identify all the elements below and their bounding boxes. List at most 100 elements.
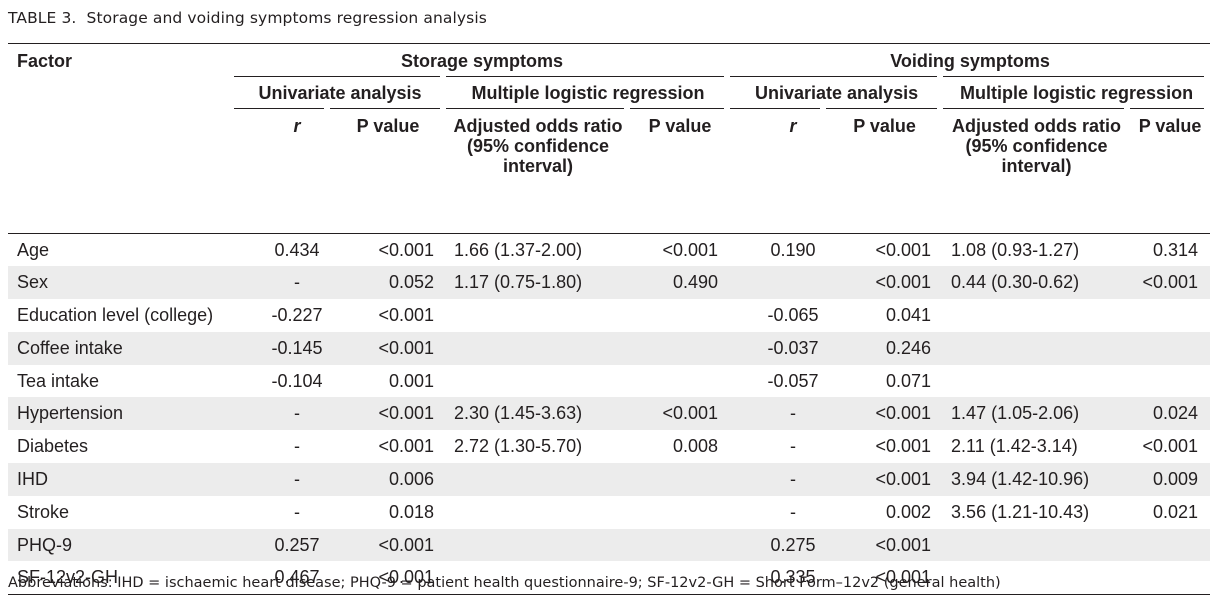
storage-or-cell <box>446 299 630 332</box>
storage-or-p-header: P value <box>630 107 730 234</box>
storage-or-p-cell <box>630 365 730 398</box>
voiding-or-cell <box>943 528 1131 562</box>
voiding-r-cell: 0.190 <box>770 240 816 260</box>
voiding-r-cell: - <box>790 501 797 522</box>
table-row: Stroke - 0.018 - 0.002 3.56 (1.21-10.43)… <box>8 496 1210 529</box>
voiding-r-header: r <box>730 107 826 234</box>
voiding-or-p-cell <box>1130 299 1210 332</box>
regression-table: Factor Storage symptoms Voiding symptoms… <box>8 43 1211 595</box>
voiding-or-p-cell: <0.001 <box>1142 436 1199 457</box>
factor-cell: Tea intake <box>17 370 100 391</box>
table-row: IHD - 0.006 - <0.001 3.94 (1.42-10.96) 0… <box>8 463 1211 496</box>
storage-symptoms-header: Storage symptoms <box>401 51 564 71</box>
voiding-p-cell: 0.071 <box>886 370 932 391</box>
voiding-r-cell: -0.065 <box>767 305 819 326</box>
factor-cell: Hypertension <box>8 397 234 431</box>
storage-r-cell: 0.467 <box>234 561 330 595</box>
storage-p-cell: <0.001 <box>378 240 434 260</box>
voiding-multiple-header: Multiple logistic regression <box>943 75 1210 108</box>
storage-p-cell: <0.001 <box>330 331 446 365</box>
storage-p-cell: 0.006 <box>330 463 446 496</box>
factor-cell: Age <box>17 240 50 260</box>
storage-p-cell: <0.001 <box>378 305 434 326</box>
factor-header: Factor <box>17 51 73 71</box>
voiding-p-cell: <0.001 <box>875 436 932 457</box>
storage-or-cell <box>446 463 630 496</box>
storage-p-cell: <0.001 <box>378 436 434 457</box>
storage-or-cell <box>446 365 630 398</box>
storage-r-cell: -0.227 <box>271 305 323 326</box>
voiding-p-cell: <0.001 <box>826 528 944 562</box>
voiding-p-cell: <0.001 <box>826 266 944 300</box>
voiding-univariate-header: Univariate analysis <box>730 75 943 108</box>
factor-cell: Sex <box>8 266 234 300</box>
header-row-columns: r P value Adjusted odds ratio (95% confi… <box>8 107 1211 234</box>
storage-or-cell <box>446 528 630 562</box>
voiding-or-p-cell <box>1130 331 1211 365</box>
storage-r-cell: - <box>294 436 300 457</box>
voiding-r-cell: 0.335 <box>730 561 827 595</box>
voiding-or-p-header: P value <box>1130 107 1210 234</box>
storage-r-cell: -0.104 <box>271 370 323 391</box>
storage-p-cell: <0.001 <box>330 561 446 595</box>
voiding-or-p-cell <box>1130 365 1210 398</box>
storage-p-cell: <0.001 <box>330 397 446 431</box>
voiding-or-p-cell: 0.009 <box>1130 463 1211 496</box>
voiding-p-cell: 0.041 <box>886 305 932 326</box>
table-row: Age 0.434 <0.001 1.66 (1.37-2.00) <0.001… <box>8 234 1210 267</box>
voiding-r-cell: -0.037 <box>730 331 827 365</box>
voiding-r-cell: 0.275 <box>730 528 827 562</box>
voiding-or-cell: 2.11 (1.42-3.14) <box>951 436 1078 457</box>
storage-or-cell: 2.30 (1.45-3.63) <box>446 397 630 431</box>
table-row: Education level (college) -0.227 <0.001 … <box>8 299 1210 332</box>
voiding-or-p-cell: 0.314 <box>1153 240 1199 260</box>
table-number: TABLE 3. <box>8 9 77 27</box>
storage-r-header: r <box>234 107 330 234</box>
voiding-or-p-cell: 0.024 <box>1130 397 1211 431</box>
voiding-or-cell: 3.56 (1.21-10.43) <box>951 501 1090 522</box>
voiding-p-cell: <0.001 <box>826 463 944 496</box>
voiding-r-cell: -0.057 <box>767 370 819 391</box>
storage-p-cell: 0.052 <box>330 266 446 300</box>
storage-p-cell: 0.001 <box>388 370 434 391</box>
storage-or-p-cell <box>630 331 731 365</box>
voiding-p-cell: <0.001 <box>826 561 944 595</box>
storage-p-cell: 0.018 <box>388 501 434 522</box>
storage-or-cell: 2.72 (1.30-5.70) <box>454 436 583 457</box>
storage-r-cell: - <box>234 397 330 431</box>
storage-or-p-cell <box>630 528 731 562</box>
storage-or-p-cell: 0.008 <box>673 436 719 457</box>
voiding-or-cell <box>943 561 1131 595</box>
storage-or-header: Adjusted odds ratio (95% confidence inte… <box>446 107 630 234</box>
voiding-or-cell: 1.47 (1.05-2.06) <box>943 397 1131 431</box>
table-body: Age 0.434 <0.001 1.66 (1.37-2.00) <0.001… <box>8 234 1211 595</box>
voiding-r-cell <box>730 266 827 300</box>
storage-or-cell <box>446 331 630 365</box>
header-row-groups: Factor Storage symptoms Voiding symptoms <box>8 44 1210 76</box>
voiding-or-cell <box>943 365 1130 398</box>
table-row: Coffee intake -0.145 <0.001 -0.037 0.246 <box>8 331 1211 365</box>
storage-or-p-cell <box>630 299 730 332</box>
table-title: Storage and voiding symptoms regression … <box>86 9 487 27</box>
header-row-analyses: Univariate analysis Multiple logistic re… <box>8 75 1210 108</box>
storage-r-cell: 0.257 <box>234 528 330 562</box>
table-row: SF-12v2-GH 0.467 <0.001 0.335 <0.001 <box>8 561 1211 595</box>
storage-or-cell: 1.66 (1.37-2.00) <box>454 240 583 260</box>
factor-cell: PHQ-9 <box>8 528 234 562</box>
voiding-or-cell <box>943 331 1131 365</box>
voiding-or-cell: 1.08 (0.93-1.27) <box>951 240 1080 260</box>
storage-r-cell: - <box>234 266 330 300</box>
storage-univariate-header: Univariate analysis <box>234 75 446 108</box>
storage-or-p-cell <box>630 561 731 595</box>
storage-or-cell <box>446 561 630 595</box>
storage-or-p-cell <box>630 496 730 529</box>
storage-r-cell: -0.145 <box>234 331 330 365</box>
storage-or-cell <box>446 496 630 529</box>
storage-or-cell: 1.17 (0.75-1.80) <box>446 266 630 300</box>
voiding-p-cell: 0.002 <box>886 501 932 522</box>
table-row: Tea intake -0.104 0.001 -0.057 0.071 <box>8 365 1210 398</box>
voiding-r-cell: - <box>790 436 797 457</box>
voiding-p-cell: <0.001 <box>826 397 944 431</box>
factor-cell: Education level (college) <box>17 305 214 326</box>
voiding-r-cell: - <box>730 397 827 431</box>
